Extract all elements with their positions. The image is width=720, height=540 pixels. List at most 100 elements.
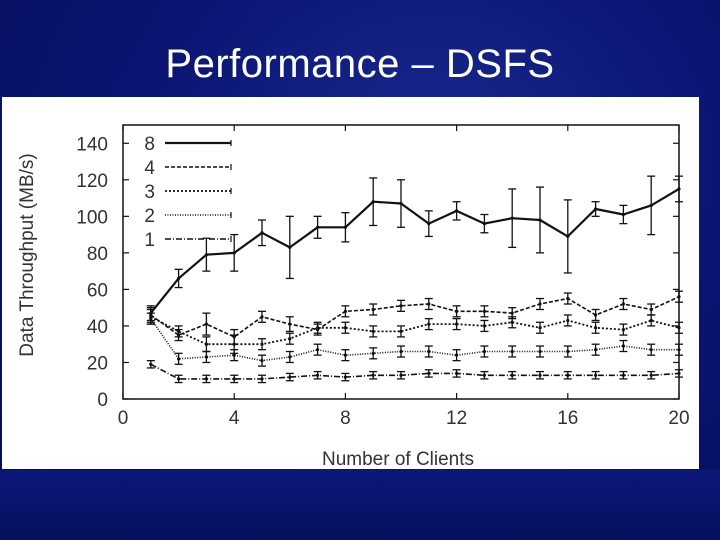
data-point (343, 326, 347, 330)
data-point (316, 348, 320, 352)
data-point (455, 371, 459, 376)
data-point (621, 302, 626, 306)
data-point (594, 313, 598, 317)
y-tick-label: 40 (87, 317, 108, 338)
data-point (566, 349, 570, 354)
data-point (621, 344, 626, 348)
data-point (649, 307, 653, 312)
data-point (288, 355, 292, 359)
data-point (594, 348, 598, 352)
data-point (371, 329, 375, 334)
data-point (288, 337, 292, 341)
data-point (427, 371, 431, 376)
data-point (149, 317, 153, 321)
data-point (455, 322, 459, 326)
data-point (204, 377, 208, 381)
data-point (399, 349, 403, 354)
data-point (371, 351, 375, 355)
data-point (288, 322, 292, 326)
data-point (677, 348, 681, 352)
data-point (427, 349, 431, 354)
plot-frame (122, 124, 680, 400)
slide-footer-band (0, 470, 720, 540)
data-point (371, 307, 375, 312)
data-point (538, 326, 542, 330)
legend-label-2: 2 (144, 206, 155, 227)
series-line-4 (150, 295, 680, 338)
x-tick-label: 8 (340, 408, 351, 429)
data-point (260, 315, 264, 319)
data-point (427, 222, 431, 226)
data-point (621, 212, 626, 217)
data-point (649, 373, 653, 377)
data-point (482, 309, 486, 313)
x-tick-label: 20 (668, 408, 689, 429)
data-point (455, 209, 459, 213)
data-point (566, 296, 570, 301)
data-point (260, 377, 264, 381)
y-tick-label: 100 (76, 207, 108, 228)
y-tick-label: 120 (76, 171, 108, 192)
data-point (399, 201, 403, 206)
data-point (232, 342, 236, 346)
data-point (510, 349, 514, 354)
data-point (316, 373, 320, 377)
data-point (594, 207, 598, 211)
data-point (538, 302, 542, 306)
throughput-chart: Data Throughput (MB/s) Number of Clients… (17, 124, 690, 470)
x-tick-label: 4 (229, 408, 240, 429)
legend-label-1: 1 (144, 230, 155, 251)
data-point (343, 353, 347, 357)
data-point (371, 373, 375, 377)
chart-panel: Data Throughput (MB/s) Number of Clients… (2, 97, 699, 470)
data-point (594, 326, 598, 330)
series-line-2 (150, 318, 679, 362)
data-point (427, 322, 431, 326)
data-point (260, 359, 264, 363)
data-point (677, 187, 681, 191)
data-point (343, 309, 347, 313)
legend-label-4: 4 (144, 158, 155, 179)
data-point (204, 355, 208, 359)
legend-label-8: 8 (144, 134, 155, 155)
data-point (677, 295, 681, 299)
y-axis-label: Data Throughput (MB/s) (17, 153, 38, 356)
series-line-1 (150, 363, 680, 380)
y-tick-label: 0 (97, 390, 108, 411)
data-point (232, 251, 236, 255)
data-point (594, 373, 598, 377)
data-point (566, 373, 570, 377)
data-point (510, 311, 514, 315)
data-point (677, 371, 681, 376)
data-point (455, 353, 459, 357)
data-point (399, 329, 403, 334)
data-point (482, 373, 486, 377)
data-point (482, 222, 486, 226)
data-point (149, 362, 153, 366)
data-point (455, 309, 459, 313)
data-point (621, 373, 626, 377)
data-point (260, 231, 264, 235)
data-point (371, 200, 375, 204)
data-point (649, 203, 653, 207)
x-tick-label: 12 (446, 408, 467, 429)
data-point (510, 320, 514, 324)
data-point (677, 326, 681, 330)
y-tick-label: 80 (87, 244, 108, 265)
data-point (204, 342, 208, 346)
series-line-8 (149, 187, 680, 314)
data-point (482, 349, 486, 354)
data-point (204, 322, 208, 326)
data-point (343, 225, 347, 229)
data-point (566, 318, 570, 323)
y-tick-label: 60 (87, 280, 108, 301)
data-point (538, 373, 542, 377)
data-point (649, 348, 653, 352)
data-point (343, 375, 347, 379)
data-point (482, 324, 486, 328)
data-point (427, 302, 431, 306)
data-point (649, 318, 653, 323)
series-line-3 (150, 316, 680, 346)
data-point (566, 234, 570, 239)
data-point (177, 357, 181, 361)
